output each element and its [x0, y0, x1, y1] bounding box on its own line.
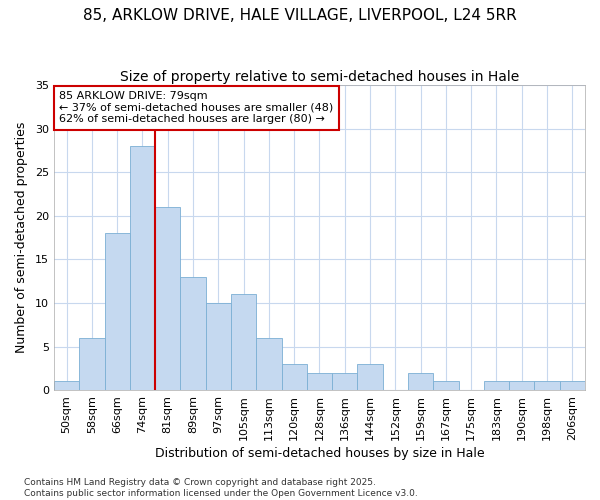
Text: 85 ARKLOW DRIVE: 79sqm
← 37% of semi-detached houses are smaller (48)
62% of sem: 85 ARKLOW DRIVE: 79sqm ← 37% of semi-det…: [59, 92, 334, 124]
Bar: [79, 338, 104, 390]
Bar: [206, 303, 231, 390]
Bar: [535, 382, 560, 390]
Y-axis label: Number of semi-detached properties: Number of semi-detached properties: [15, 122, 28, 354]
Bar: [307, 373, 332, 390]
Bar: [104, 234, 130, 390]
Title: Size of property relative to semi-detached houses in Hale: Size of property relative to semi-detach…: [120, 70, 519, 84]
Bar: [484, 382, 509, 390]
Bar: [231, 294, 256, 390]
Bar: [509, 382, 535, 390]
Bar: [181, 277, 206, 390]
Bar: [281, 364, 307, 390]
Bar: [155, 207, 181, 390]
Bar: [560, 382, 585, 390]
Bar: [358, 364, 383, 390]
Bar: [408, 373, 433, 390]
Bar: [256, 338, 281, 390]
Text: Contains HM Land Registry data © Crown copyright and database right 2025.
Contai: Contains HM Land Registry data © Crown c…: [24, 478, 418, 498]
Bar: [130, 146, 155, 390]
Text: 85, ARKLOW DRIVE, HALE VILLAGE, LIVERPOOL, L24 5RR: 85, ARKLOW DRIVE, HALE VILLAGE, LIVERPOO…: [83, 8, 517, 22]
Bar: [54, 382, 79, 390]
Bar: [433, 382, 458, 390]
Bar: [332, 373, 358, 390]
X-axis label: Distribution of semi-detached houses by size in Hale: Distribution of semi-detached houses by …: [155, 447, 484, 460]
